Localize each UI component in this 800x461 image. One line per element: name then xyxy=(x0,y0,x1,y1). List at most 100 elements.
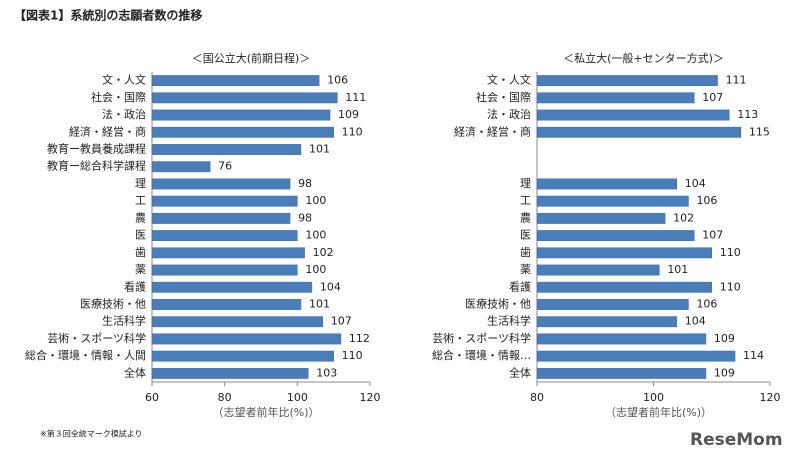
bar xyxy=(151,350,334,362)
bar xyxy=(536,350,736,362)
bar xyxy=(536,178,678,190)
page-title: 【図表1】系統別の志願者数の推移 xyxy=(14,8,202,23)
x-tick-label: 60 xyxy=(145,391,159,404)
data-label: 109 xyxy=(338,108,359,121)
data-label: 104 xyxy=(685,315,706,328)
bar xyxy=(151,281,313,293)
y-tick-label: 社会・国際 xyxy=(476,90,531,104)
bar xyxy=(536,333,707,345)
data-label: 102 xyxy=(673,211,694,224)
chart-title: ＜国公立大(前期日程)＞ xyxy=(192,51,311,65)
y-tick-label: 全体 xyxy=(124,365,146,379)
data-label: 98 xyxy=(298,211,312,224)
y-tick-label: 歯 xyxy=(520,246,531,259)
bar xyxy=(536,299,689,310)
y-tick-label: 医療技術・他 xyxy=(80,297,146,311)
bar xyxy=(536,367,707,379)
data-label: 106 xyxy=(696,298,717,311)
x-tick-label: 120 xyxy=(760,391,781,404)
bar xyxy=(536,247,712,259)
bar xyxy=(536,75,718,87)
x-tick-label: 80 xyxy=(218,391,232,404)
bar xyxy=(151,212,291,224)
chart-title: ＜私立大(一般+センター方式)＞ xyxy=(563,51,724,65)
footnote: ※第３回全統マーク模試より xyxy=(40,429,143,439)
y-tick-label: 経済・経営・商 xyxy=(69,124,146,138)
bar xyxy=(536,109,730,121)
data-label: 111 xyxy=(726,74,747,87)
y-tick-label: 理 xyxy=(135,177,146,190)
data-label: 110 xyxy=(720,246,741,259)
data-label: 98 xyxy=(298,177,312,190)
data-label: 101 xyxy=(667,263,688,276)
y-tick-label: 看護 xyxy=(124,279,146,293)
data-label: 110 xyxy=(342,125,363,138)
y-tick-label: 全体 xyxy=(509,365,531,379)
y-tick-label: 工 xyxy=(520,194,531,207)
data-label: 110 xyxy=(342,349,363,362)
y-tick-label: 総合・環境・情報… xyxy=(432,348,531,362)
y-tick-label: 教育ー総合科学課程 xyxy=(47,159,146,173)
data-label: 106 xyxy=(696,194,717,207)
y-tick-label: 薬 xyxy=(135,263,146,276)
data-label: 102 xyxy=(313,246,334,259)
bar xyxy=(536,92,695,104)
bar xyxy=(536,230,695,242)
data-label: 101 xyxy=(309,143,330,156)
y-tick-label: 理 xyxy=(520,177,531,190)
bar xyxy=(536,264,660,276)
y-tick-label: 医 xyxy=(520,229,531,242)
data-label: 76 xyxy=(218,160,232,173)
x-tick-label: 80 xyxy=(530,391,544,404)
x-tick-label: 100 xyxy=(643,391,664,404)
bar xyxy=(151,92,338,104)
bar xyxy=(151,230,298,242)
y-tick-label: 医 xyxy=(135,229,146,242)
bar xyxy=(151,367,309,379)
bar xyxy=(151,264,298,276)
data-label: 114 xyxy=(743,349,764,362)
y-tick-label: 経済・経営・商 xyxy=(454,124,531,138)
y-tick-label: 文・人文 xyxy=(487,73,531,87)
bar xyxy=(536,212,666,224)
bar xyxy=(151,178,291,190)
bar xyxy=(151,126,334,138)
bar xyxy=(536,126,742,138)
data-label: 104 xyxy=(685,177,706,190)
logo: ReseMom xyxy=(690,430,783,450)
y-tick-label: 法・政治 xyxy=(487,107,531,121)
bar xyxy=(536,316,678,328)
data-label: 115 xyxy=(749,125,770,138)
data-label: 111 xyxy=(345,91,366,104)
data-label: 100 xyxy=(305,229,326,242)
y-tick-label: 農 xyxy=(520,210,531,224)
y-tick-label: 芸術・スポーツ科学 xyxy=(432,331,531,345)
y-tick-label: 農 xyxy=(135,210,146,224)
bar xyxy=(151,333,342,345)
y-tick-label: 社会・国際 xyxy=(91,90,146,104)
y-tick-label: 文・人文 xyxy=(102,73,146,87)
data-label: 103 xyxy=(316,366,337,379)
x-axis-label: （志望者前年比(%)） xyxy=(605,405,712,419)
y-tick-label: 歯 xyxy=(135,246,146,259)
bar xyxy=(151,75,320,87)
y-tick-label: 総合・環境・情報・人間 xyxy=(25,348,146,362)
x-axis-label: （志望者前年比(%)） xyxy=(212,405,319,419)
data-label: 106 xyxy=(327,74,348,87)
y-tick-label: 医療技術・他 xyxy=(465,297,531,311)
bar xyxy=(151,316,324,328)
bar xyxy=(151,109,331,121)
y-tick-label: 芸術・スポーツ科学 xyxy=(47,331,146,345)
data-label: 101 xyxy=(309,298,330,311)
bar xyxy=(151,161,211,173)
data-label: 109 xyxy=(714,332,735,345)
data-label: 100 xyxy=(305,263,326,276)
data-label: 104 xyxy=(320,280,341,293)
x-tick-label: 100 xyxy=(287,391,308,404)
bar xyxy=(151,144,302,155)
y-tick-label: 教育ー教員養成課程 xyxy=(47,142,146,156)
bar xyxy=(536,195,689,207)
y-tick-label: 生活科学 xyxy=(487,314,531,328)
data-label: 112 xyxy=(349,332,370,345)
